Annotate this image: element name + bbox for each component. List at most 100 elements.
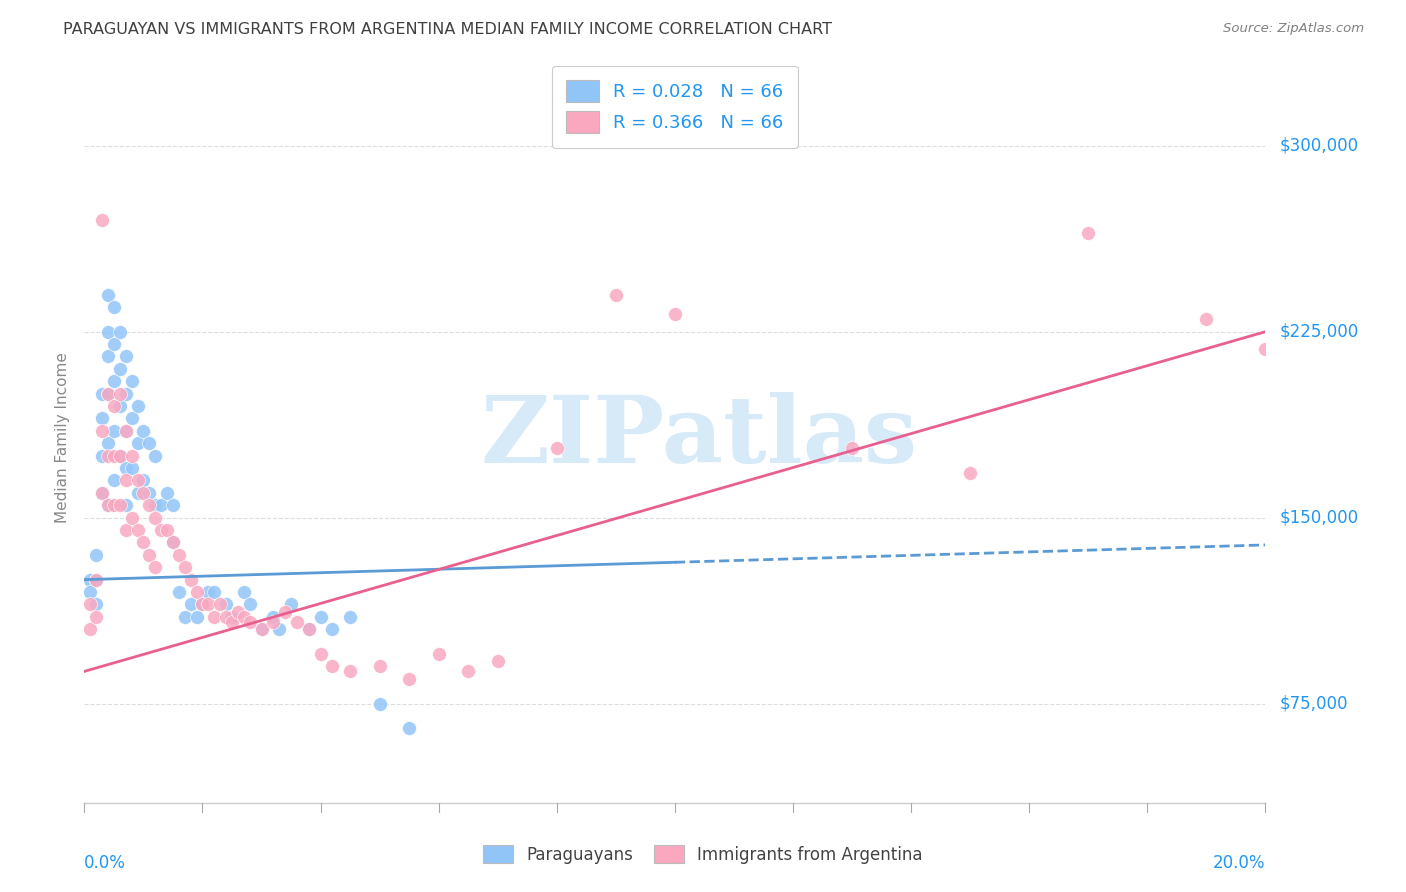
Point (398, 722, 420, 736)
Point (197, 585, 219, 599)
Point (309, 610, 332, 624)
Point (156, 486, 179, 500)
Point (91, 449, 114, 463)
Point (97, 325, 120, 339)
Point (173, 560, 195, 574)
Point (226, 605, 249, 619)
Point (162, 535, 184, 549)
Point (127, 523, 149, 537)
Point (91, 213, 114, 227)
Point (156, 523, 179, 537)
Point (103, 449, 125, 463)
Point (84, 573, 107, 587)
Point (143, 449, 166, 463)
Point (121, 461, 143, 475)
Point (143, 560, 166, 574)
Point (127, 486, 149, 500)
Point (97, 498, 120, 512)
Point (114, 424, 136, 438)
Point (339, 665, 361, 679)
Point (84, 598, 107, 612)
Point (97, 386, 120, 401)
Point (143, 498, 166, 512)
Point (127, 399, 149, 413)
Point (114, 474, 136, 488)
Point (138, 486, 160, 500)
Point (108, 399, 131, 413)
Point (841, 442, 863, 456)
Point (162, 535, 184, 549)
Point (605, 287, 627, 301)
Text: $300,000: $300,000 (1279, 136, 1358, 154)
Point (368, 659, 391, 673)
Point (232, 610, 254, 624)
Point (202, 585, 225, 599)
Point (274, 605, 297, 619)
Point (167, 548, 190, 562)
Point (150, 498, 173, 512)
Point (97, 350, 120, 364)
Point (114, 523, 136, 537)
Point (103, 374, 125, 388)
Point (309, 647, 332, 661)
Point (103, 474, 125, 488)
Point (269, 622, 291, 636)
Point (91, 486, 114, 500)
Point (202, 610, 225, 624)
Point (150, 523, 173, 537)
Text: PARAGUAYAN VS IMMIGRANTS FROM ARGENTINA MEDIAN FAMILY INCOME CORRELATION CHART: PARAGUAYAN VS IMMIGRANTS FROM ARGENTINA … (63, 22, 832, 37)
Point (114, 461, 136, 475)
Point (84, 548, 107, 562)
Point (1254, 342, 1277, 356)
Point (427, 647, 450, 661)
Point (250, 622, 273, 636)
Point (108, 386, 131, 401)
Point (91, 486, 114, 500)
Point (191, 598, 214, 612)
Point (191, 598, 214, 612)
Point (209, 598, 232, 612)
Point (114, 498, 136, 512)
Legend: Paraguayans, Immigrants from Argentina: Paraguayans, Immigrants from Argentina (477, 838, 929, 871)
Point (79, 598, 101, 612)
Point (84, 610, 107, 624)
Point (132, 535, 155, 549)
Point (215, 598, 238, 612)
Point (239, 598, 262, 612)
Point (215, 610, 238, 624)
Text: $75,000: $75,000 (1279, 695, 1348, 713)
Point (103, 337, 125, 351)
Point (221, 615, 243, 629)
Point (486, 655, 509, 669)
Point (97, 386, 120, 401)
Point (232, 585, 254, 599)
Point (138, 548, 160, 562)
Point (103, 399, 125, 413)
Point (1077, 226, 1099, 240)
Point (108, 362, 131, 376)
Point (180, 573, 202, 587)
Point (91, 411, 114, 425)
Point (103, 300, 125, 314)
Point (162, 498, 184, 512)
Point (959, 466, 981, 480)
Point (457, 665, 479, 679)
Text: 0.0%: 0.0% (84, 854, 127, 872)
Point (280, 598, 302, 612)
Point (103, 424, 125, 438)
Point (121, 374, 143, 388)
Point (321, 659, 343, 673)
Point (143, 510, 166, 524)
Point (97, 436, 120, 450)
Text: $150,000: $150,000 (1279, 508, 1358, 526)
Text: Source: ZipAtlas.com: Source: ZipAtlas.com (1223, 22, 1364, 36)
Point (1195, 312, 1218, 326)
Point (285, 615, 308, 629)
Point (173, 610, 195, 624)
Point (91, 424, 114, 438)
Point (239, 615, 262, 629)
Point (79, 573, 101, 587)
Point (298, 622, 321, 636)
Text: 20.0%: 20.0% (1213, 854, 1265, 872)
Point (186, 585, 208, 599)
